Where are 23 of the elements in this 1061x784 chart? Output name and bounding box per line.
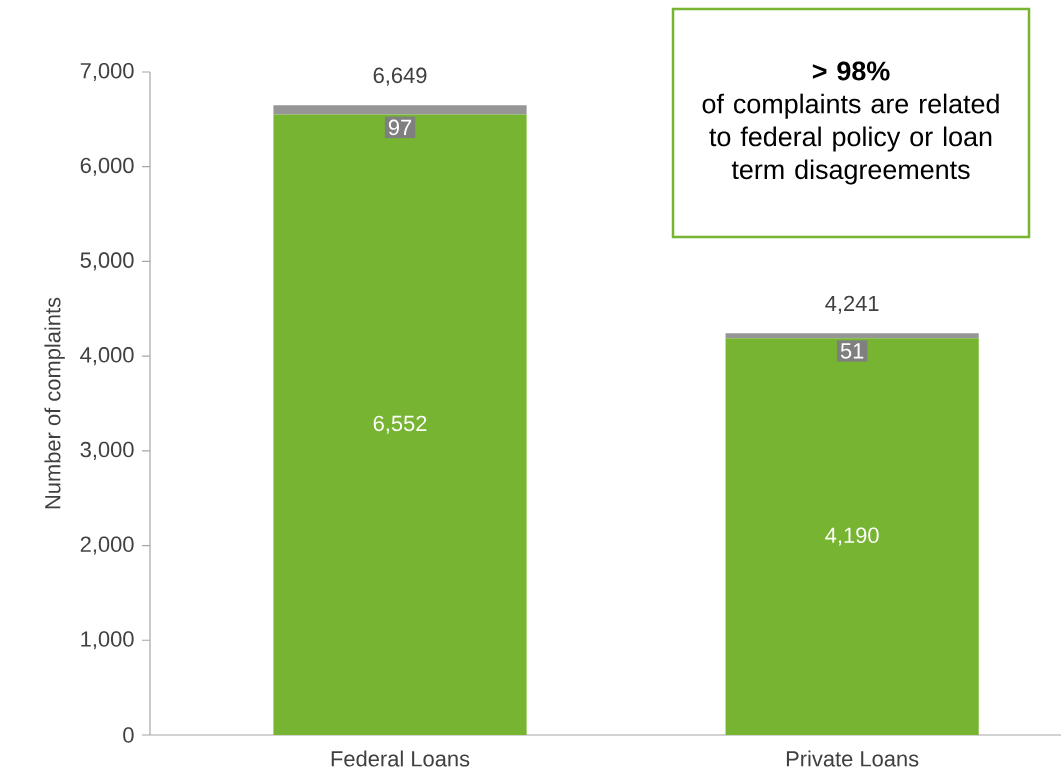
data-label: 97 (388, 119, 412, 136)
y-tick-label: 6,000 (80, 157, 134, 176)
y-tick-label: 7,000 (80, 62, 134, 82)
annotation: of complaints are related to federal policy or loan term disagreements (702, 93, 999, 185)
y-tick-label: 0 (123, 727, 134, 743)
y-tick-label: 1,000 (81, 631, 134, 650)
bar (273, 114, 527, 735)
x-tick-label: Federal Loans (331, 750, 470, 767)
x-tick-label: Private Loans (786, 750, 919, 767)
annotation: > 98% (812, 61, 890, 81)
y-axis-title: Number of complaints (44, 297, 65, 509)
bar (273, 105, 527, 115)
total-label: 4,241 (825, 295, 879, 314)
data-label: 4,190 (825, 527, 879, 546)
y-tick-label: 3,000 (80, 441, 134, 460)
bar (725, 338, 979, 735)
data-label: 6,552 (373, 415, 427, 434)
y-tick-label: 4,000 (80, 347, 134, 366)
total-label: 6,649 (373, 67, 427, 86)
bar (725, 333, 979, 339)
y-tick-label: 2,000 (80, 536, 134, 555)
data-label: 51 (840, 343, 864, 359)
y-tick-label: 5,000 (80, 252, 134, 271)
